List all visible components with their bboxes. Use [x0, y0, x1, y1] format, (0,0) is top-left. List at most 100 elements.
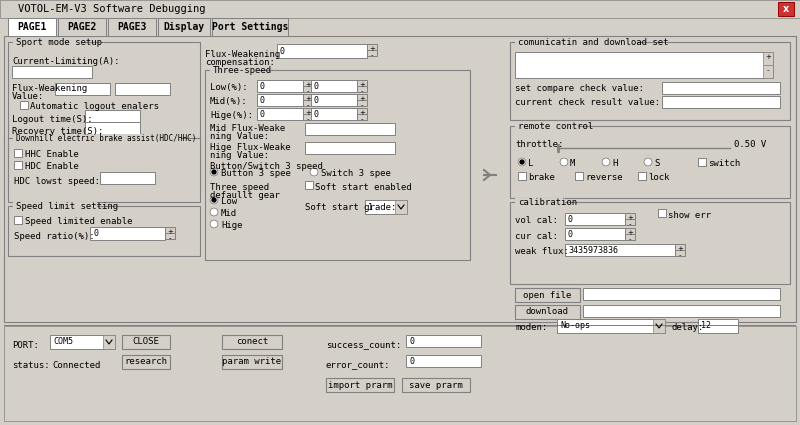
Bar	[515, 198, 565, 206]
Bar	[103, 335, 115, 349]
Bar	[625, 234, 635, 240]
Text: Mid: Mid	[221, 209, 237, 218]
Text: 1: 1	[368, 202, 373, 212]
Bar	[565, 213, 625, 225]
Text: Switch 3 spee: Switch 3 spee	[321, 169, 391, 178]
Bar	[4, 326, 796, 421]
Bar	[58, 18, 106, 36]
Bar	[4, 325, 796, 326]
Bar	[8, 42, 200, 194]
Bar	[625, 228, 635, 234]
Text: Soft start enabled: Soft start enabled	[315, 183, 412, 192]
Bar	[357, 80, 367, 86]
Bar	[778, 2, 794, 16]
Text: +: +	[359, 110, 365, 116]
Bar	[675, 244, 685, 250]
Text: Sport mode setup: Sport mode setup	[16, 37, 102, 46]
Text: defaullt gear: defaullt gear	[210, 191, 280, 200]
Text: Hige: Hige	[221, 221, 242, 230]
Text: Low: Low	[221, 197, 237, 206]
Bar	[365, 200, 407, 214]
Text: -: -	[361, 88, 363, 94]
Bar	[303, 80, 313, 86]
Bar	[698, 319, 738, 333]
Text: +: +	[677, 246, 683, 252]
Circle shape	[310, 168, 318, 176]
Bar	[518, 172, 526, 180]
Bar	[303, 86, 313, 92]
Text: 0: 0	[314, 110, 319, 119]
Bar	[638, 172, 646, 180]
Text: save prarm: save prarm	[409, 380, 463, 389]
Text: VOTOL-EM-V3 Software Debugging: VOTOL-EM-V3 Software Debugging	[18, 4, 206, 14]
Text: comunicatin and download set: comunicatin and download set	[518, 37, 669, 46]
Text: Automatic logout enalers: Automatic logout enalers	[30, 102, 159, 111]
Bar	[122, 355, 170, 369]
Text: 0: 0	[280, 46, 285, 56]
Bar	[212, 18, 288, 36]
Bar	[367, 50, 377, 56]
Text: 0.50 V: 0.50 V	[734, 140, 766, 149]
Text: remote control: remote control	[518, 122, 594, 130]
Text: Soft start grade:: Soft start grade:	[305, 203, 396, 212]
Text: 0: 0	[260, 110, 265, 119]
Text: brake: brake	[528, 173, 555, 182]
Bar	[108, 18, 156, 36]
Bar	[357, 94, 367, 100]
Bar	[515, 305, 580, 319]
Text: Button 3 spee: Button 3 spee	[221, 169, 291, 178]
Bar	[222, 355, 282, 369]
Bar	[277, 44, 367, 58]
Bar	[257, 94, 303, 106]
Text: PORT:: PORT:	[12, 341, 39, 350]
Text: 0: 0	[260, 82, 265, 91]
Bar	[50, 335, 115, 349]
Bar	[565, 228, 625, 240]
Text: switch: switch	[708, 159, 740, 168]
Text: +: +	[627, 230, 633, 236]
Bar	[662, 96, 780, 108]
Text: research: research	[125, 357, 167, 366]
Text: conect: conect	[236, 337, 268, 346]
Text: Flux-Weakening: Flux-Weakening	[205, 50, 280, 59]
Bar	[565, 244, 675, 256]
Text: -: -	[306, 116, 310, 122]
Text: -: -	[306, 88, 310, 94]
Text: cur cal:: cur cal:	[515, 232, 558, 241]
Bar	[0, 0, 800, 18]
Text: -: -	[766, 67, 770, 73]
Text: -: -	[306, 102, 310, 108]
Circle shape	[520, 160, 524, 164]
Bar	[326, 378, 394, 392]
Text: vol cal:: vol cal:	[515, 216, 558, 225]
Bar	[763, 52, 773, 65]
Text: +: +	[627, 215, 633, 221]
Bar	[165, 233, 175, 239]
Text: error_count:: error_count:	[326, 361, 390, 370]
Text: HDC lowst speed:: HDC lowst speed:	[14, 177, 100, 186]
Bar	[311, 94, 357, 106]
Bar	[510, 202, 790, 284]
Text: PAGE2: PAGE2	[67, 22, 97, 32]
Text: Low(%):: Low(%):	[210, 83, 248, 92]
Text: open file: open file	[523, 291, 572, 300]
Bar	[205, 70, 470, 260]
Text: weak flux:: weak flux:	[515, 247, 569, 256]
Text: COM5: COM5	[53, 337, 73, 346]
Bar	[257, 80, 303, 92]
Text: S: S	[654, 159, 659, 168]
Bar	[763, 65, 773, 78]
Bar	[406, 355, 481, 367]
Text: Value:: Value:	[12, 92, 44, 101]
Circle shape	[212, 198, 216, 202]
Text: 0: 0	[260, 96, 265, 105]
Text: ning Value:: ning Value:	[210, 132, 269, 141]
Text: Three-speed: Three-speed	[213, 65, 272, 74]
Bar	[13, 134, 181, 142]
Bar	[515, 122, 578, 130]
Text: Button/Switch 3 speed: Button/Switch 3 speed	[210, 162, 323, 171]
Bar	[20, 101, 28, 109]
Bar	[13, 202, 97, 210]
Circle shape	[210, 168, 218, 176]
Text: -: -	[169, 235, 171, 241]
